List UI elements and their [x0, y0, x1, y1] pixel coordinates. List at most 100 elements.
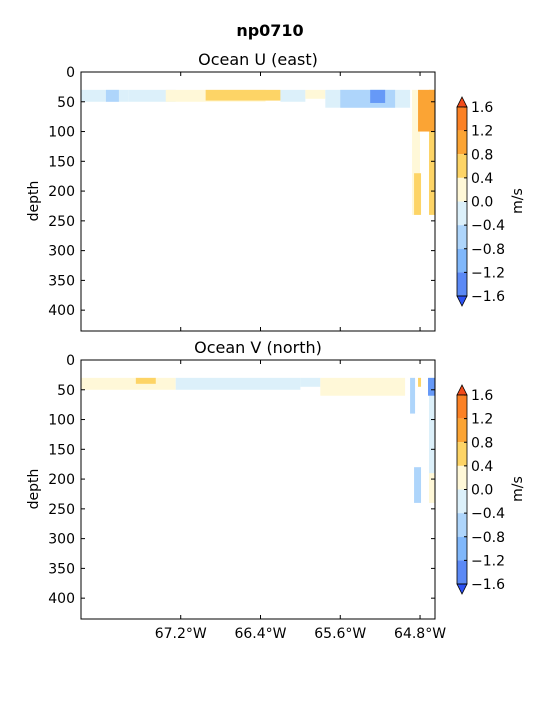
y-tick-label: 0: [66, 65, 75, 81]
plot-area: 0 50 100 150 200 250 300 350 400 67.2°W 66.4°W 65.6…: [48, 353, 446, 642]
y-tick-label: 150: [48, 442, 75, 458]
contour-region: [300, 377, 321, 387]
contour-region: [340, 89, 396, 108]
y-axis-label: depth: [26, 181, 42, 222]
colorbar-tick-label: 1.6: [471, 388, 493, 404]
colorbar-tick-label: 1.2: [471, 124, 493, 140]
colorbar-tick-label: −0.4: [471, 506, 505, 522]
y-tick-label: 250: [48, 502, 75, 518]
colorbar-segment: [457, 248, 467, 273]
colorbar-extend-max: [456, 384, 468, 396]
panel-title: Ocean V (north): [194, 338, 322, 357]
y-tick-label: 50: [57, 95, 75, 111]
colorbar-tick-label: −0.8: [471, 242, 505, 258]
contour-region: [81, 89, 129, 102]
contour-region: [370, 89, 386, 103]
plot-area: 0 50 100 150 200 250 300 350 400: [48, 65, 436, 332]
colorbar-tick-label: 0.8: [471, 147, 493, 163]
colorbar-segment: [457, 154, 467, 178]
y-tick-label: 300: [48, 532, 75, 548]
colorbar-tick-label: −1.6: [471, 289, 505, 305]
colorbar-tick-label: 0.4: [471, 171, 493, 187]
colorbar-segment: [457, 465, 467, 490]
colorbar-extend-min: [456, 583, 468, 595]
colorbar-tick-label: 0.0: [471, 483, 493, 499]
y-tick-label: 0: [66, 353, 75, 369]
colorbar-tick-label: −1.6: [471, 577, 505, 593]
y-tick-label: 400: [48, 591, 75, 607]
contour-region: [418, 89, 435, 132]
contour-region: [418, 377, 422, 387]
y-tick-label: 250: [48, 214, 75, 230]
contour-region: [305, 89, 326, 99]
colorbar-tick-label: 0.8: [471, 435, 493, 451]
colorbar-segment: [457, 201, 467, 226]
colorbar-segment: [457, 272, 467, 296]
colorbar-segment: [457, 395, 467, 419]
colorbar-segment: [457, 489, 467, 514]
y-axis-label: depth: [26, 469, 42, 510]
colorbar-segment: [457, 560, 467, 584]
colorbar-tick-label: 1.6: [471, 100, 493, 116]
contour-region: [414, 173, 422, 215]
y-tick-label: 200: [48, 184, 75, 200]
figure-title: np0710: [236, 21, 303, 40]
colorbar-segment: [457, 177, 467, 202]
colorbar-tick-label: −1.2: [471, 265, 505, 281]
colorbar-tick-label: 0.0: [471, 195, 493, 211]
x-tick-label: 67.2°W: [155, 626, 207, 642]
x-tick-label: 65.6°W: [314, 626, 366, 642]
colorbar-extend-min: [456, 295, 468, 307]
colorbar-segment: [457, 418, 467, 443]
contour-region: [429, 89, 435, 215]
panel-ocean-v: Ocean V (north) depth 0 50 100 150 200 250 300…: [26, 338, 446, 642]
contour-region: [175, 377, 301, 390]
contour-region: [128, 89, 176, 102]
y-tick-label: 100: [48, 125, 75, 141]
colorbar-segment: [457, 130, 467, 155]
y-tick-label: 300: [48, 244, 75, 260]
y-tick-label: 350: [48, 561, 75, 577]
y-tick-label: 400: [48, 303, 75, 319]
colorbar-segment: [457, 225, 467, 249]
contour-regions: [81, 89, 435, 215]
contour-region: [105, 89, 119, 102]
colorbar-segment: [457, 107, 467, 131]
x-tick-label: 66.4°W: [234, 626, 286, 642]
panel-ocean-u: Ocean U (east) depth 0 50 100 150 200 250 300 3…: [26, 50, 436, 332]
contour-region: [429, 473, 435, 503]
colorbar-tick-label: −0.8: [471, 530, 505, 546]
y-tick-label: 100: [48, 413, 75, 429]
contour-region: [280, 89, 306, 102]
contour-region: [410, 377, 416, 414]
contour-region: [429, 377, 435, 503]
y-tick-label: 50: [57, 383, 75, 399]
colorbar-u: m/s 1.6 1.2 0.8 0.4 0.0 −0.4 −0.8 −1.2 −1.6: [456, 96, 526, 307]
y-tick-label: 150: [48, 154, 75, 170]
colorbar-extend-max: [456, 96, 468, 108]
colorbar-segment: [457, 536, 467, 561]
contour-region: [414, 467, 422, 503]
colorbar-segment: [457, 442, 467, 466]
colorbar-tick-label: 0.4: [471, 459, 493, 475]
contour-region: [205, 89, 281, 101]
plot-frame: [80, 359, 436, 620]
colorbar-tick-label: 1.2: [471, 412, 493, 428]
contour-region: [428, 377, 435, 396]
plot-frame: [80, 71, 436, 332]
contour-regions: [81, 377, 435, 503]
contour-region: [320, 377, 406, 396]
contour-region: [81, 377, 176, 390]
colorbar-label: m/s: [510, 476, 526, 502]
x-tick-label: 64.8°W: [394, 626, 446, 642]
contour-region: [135, 377, 156, 384]
panel-title: Ocean U (east): [198, 50, 318, 69]
colorbar-tick-label: −0.4: [471, 218, 505, 234]
y-tick-label: 200: [48, 472, 75, 488]
colorbar-segment: [457, 513, 467, 537]
colorbar-label: m/s: [510, 188, 526, 214]
colorbar-v: m/s 1.6 1.2 0.8 0.4 0.0 −0.4 −0.8 −1.2 −1.6: [456, 384, 526, 595]
colorbar-tick-label: −1.2: [471, 553, 505, 569]
contour-region: [412, 89, 421, 215]
